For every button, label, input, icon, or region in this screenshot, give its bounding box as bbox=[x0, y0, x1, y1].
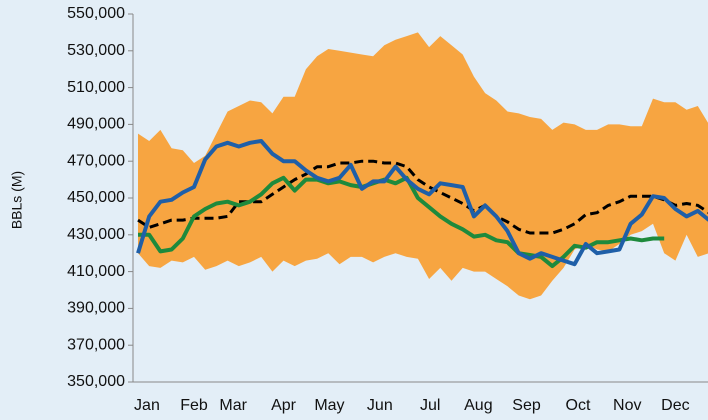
y-tick-label: 490,000 bbox=[67, 116, 125, 133]
y-tick-label: 410,000 bbox=[67, 263, 125, 280]
y-tick-label: 550,000 bbox=[67, 5, 125, 22]
x-tick-label: Oct bbox=[566, 397, 591, 414]
x-tick-label: Sep bbox=[512, 397, 541, 414]
y-tick-label: 470,000 bbox=[67, 152, 125, 169]
series-line bbox=[138, 175, 665, 269]
y-tick-label: 430,000 bbox=[67, 226, 125, 243]
y-axis-label: BBLs (M) bbox=[9, 171, 25, 229]
y-tick-label: 530,000 bbox=[67, 42, 125, 59]
x-tick-label: Feb bbox=[180, 397, 208, 414]
y-tick-label: 350,000 bbox=[67, 373, 125, 390]
series-line bbox=[137, 159, 708, 235]
x-tick-label: Dec bbox=[661, 397, 689, 414]
y-tick-label: 510,000 bbox=[67, 79, 125, 96]
series-line bbox=[136, 139, 708, 267]
x-tick-label: Nov bbox=[613, 397, 641, 414]
x-tick-label: Jul bbox=[420, 397, 440, 414]
range-band bbox=[138, 32, 708, 300]
x-tick-label: Jun bbox=[367, 397, 393, 414]
y-tick-label: 390,000 bbox=[67, 300, 125, 317]
y-tick-label: 450,000 bbox=[67, 189, 125, 206]
x-tick-label: Apr bbox=[271, 397, 297, 414]
x-tick-label: May bbox=[314, 397, 344, 414]
y-tick-label: 370,000 bbox=[67, 336, 125, 353]
x-tick-label: Mar bbox=[219, 397, 247, 414]
x-tick-label: Jan bbox=[134, 397, 160, 414]
x-tick-label: Aug bbox=[464, 397, 492, 414]
